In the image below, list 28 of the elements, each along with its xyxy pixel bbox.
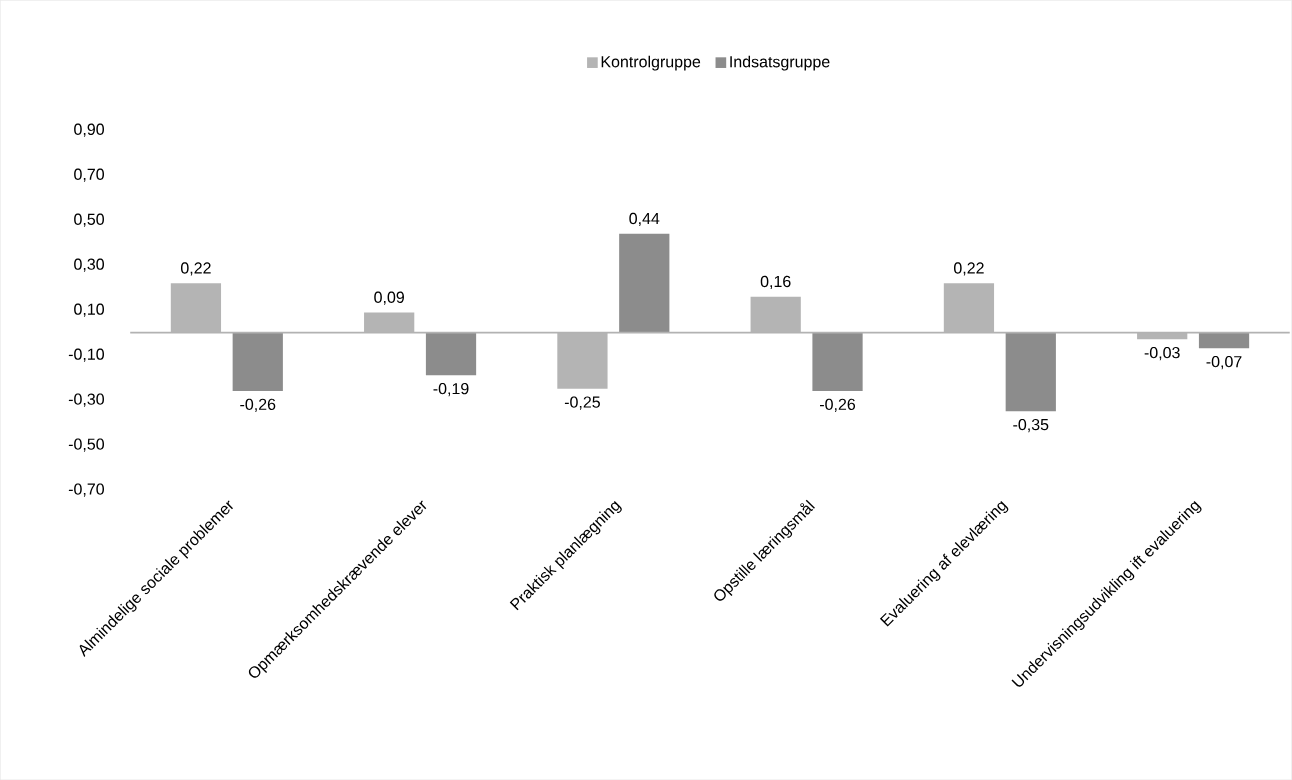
data-label: 0,44 <box>629 212 660 226</box>
data-label: 0,22 <box>180 262 211 276</box>
y-tick-label: -0,50 <box>68 438 105 452</box>
y-tick-label: -0,10 <box>68 348 105 362</box>
data-label: 0,09 <box>374 291 404 305</box>
y-tick-label: 0,70 <box>74 168 105 182</box>
bar <box>232 332 283 392</box>
bar <box>425 332 477 376</box>
y-tick-label: 0,30 <box>74 258 105 272</box>
y-tick-label: 0,10 <box>74 303 105 317</box>
y-tick-label: -0,30 <box>68 393 105 407</box>
y-tick-label: 0,90 <box>74 123 105 137</box>
legend-label: Indsatsgruppe <box>730 55 830 71</box>
data-label: -0,07 <box>1206 355 1242 370</box>
bar <box>1005 332 1056 412</box>
y-tick-label: -0,70 <box>68 483 105 497</box>
y-tick-label: 0,50 <box>74 213 105 227</box>
data-label: -0,26 <box>240 398 276 412</box>
data-label: -0,19 <box>433 382 469 397</box>
bar <box>619 233 670 333</box>
data-label: -0,35 <box>1013 418 1049 433</box>
data-label: -0,25 <box>564 396 600 410</box>
data-label: -0,26 <box>820 398 856 412</box>
data-label: 0,16 <box>760 275 791 289</box>
legend-label: Kontrolgruppe <box>601 55 701 71</box>
data-label: 0,22 <box>954 262 984 276</box>
bar <box>812 332 863 392</box>
data-label: -0,03 <box>1144 346 1180 361</box>
